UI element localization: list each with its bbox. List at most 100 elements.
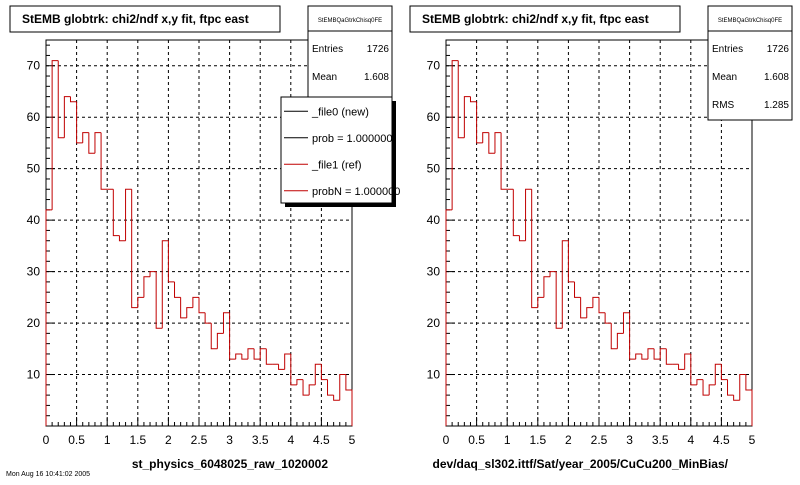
stats-value: 1.608: [364, 72, 389, 83]
histogram-bin: [739, 374, 746, 401]
stats-label: Mean: [312, 72, 337, 83]
x-tick-label: 2.5: [191, 433, 208, 447]
chart-title: StEMB globtrk: chi2/ndf x,y fit, ftpc ea…: [22, 12, 249, 26]
x-tick-label: 1: [104, 433, 111, 447]
histogram-bin: [469, 96, 477, 103]
chart-1: 0 0.5 1 1.5 2 2.5 3 3.5 4 4.5 5 10 20 30 40 50 60 70 StEMB…: [9, 5, 400, 471]
x-tick-label: 4: [287, 433, 294, 447]
chart-2: 0 0.5 1 1.5 2 2.5 3 3.5 4 4.5 5 10 20 30 40 50 60 70 StEMB…: [409, 5, 793, 471]
histogram-bin: [684, 353, 691, 370]
x-tick-label: 4.5: [313, 433, 330, 447]
x-tick-label: 4.5: [713, 433, 730, 447]
histogram-bin: [574, 281, 581, 298]
histogram-bin: [488, 132, 495, 154]
histogram-bin: [345, 374, 353, 426]
histogram-bin: [51, 60, 59, 210]
x-tick-label: 2: [565, 433, 572, 447]
histogram-bin: [308, 384, 316, 396]
stats-value: 1726: [367, 44, 390, 55]
stats-label: RMS: [712, 100, 735, 111]
histogram-bin: [69, 96, 77, 103]
histogram-bin: [149, 271, 157, 277]
histogram-bin: [622, 312, 630, 334]
histogram-bin: [278, 364, 285, 370]
histogram-bin: [210, 323, 218, 350]
histogram-bin: [586, 307, 593, 318]
histogram-bin: [198, 297, 206, 314]
histogram-bin: [235, 353, 242, 360]
x-tick-label: 1.5: [129, 433, 146, 447]
x-tick-label: 2.5: [591, 433, 608, 447]
chart-title: StEMB globtrk: chi2/ndf x,y fit, ftpc ea…: [422, 12, 649, 26]
histogram-bin: [659, 348, 667, 360]
histogram-bin: [653, 348, 661, 360]
histogram-bin: [137, 296, 144, 308]
y-tick-label: 20: [27, 316, 41, 330]
histogram-bin: [155, 271, 163, 329]
histogram-bin: [745, 374, 753, 426]
y-tick-label: 10: [427, 368, 441, 382]
histogram-bin: [531, 189, 538, 309]
histogram-bin: [525, 188, 532, 241]
y-tick-label: 40: [27, 213, 41, 227]
histogram-bin: [94, 132, 102, 154]
histogram-bin: [290, 353, 297, 386]
histogram-bin: [247, 348, 255, 360]
histogram-bin: [567, 240, 575, 283]
histogram-bin: [339, 374, 346, 401]
footer-timestamp: Mon Aug 16 10:41:02 2005: [6, 471, 90, 478]
y-tick-label: 10: [27, 368, 41, 382]
histogram-bin: [333, 395, 340, 401]
histogram-bin: [580, 297, 587, 319]
x-tick-label: 0: [43, 433, 50, 447]
histogram-bin: [690, 353, 697, 386]
histogram-bin: [118, 235, 126, 242]
stats-box: [707, 5, 793, 121]
histogram-bin: [696, 379, 704, 385]
histogram-bin: [555, 271, 563, 329]
histogram-bin: [445, 209, 453, 426]
histogram-bin: [57, 60, 65, 139]
legend-label: probN = 1.000000: [312, 186, 400, 198]
stats-name: StEMBQaGtrkChisq0FE: [318, 18, 382, 24]
histogram-bin: [82, 132, 89, 143]
histogram-bin: [647, 348, 655, 360]
histogram-bin: [265, 348, 273, 365]
histogram-bin: [500, 132, 508, 190]
stats-value: 1.285: [764, 100, 789, 111]
x-tick-label: 3: [226, 433, 233, 447]
histogram-bin: [186, 307, 193, 318]
histogram-bin: [125, 188, 132, 241]
histogram-bin: [592, 296, 599, 308]
histogram-bin: [708, 384, 716, 396]
histogram-bin: [253, 348, 261, 360]
stats-name: StEMBQaGtrkChisq0FE: [718, 18, 782, 24]
histogram-bin: [76, 101, 83, 144]
histogram-bin: [641, 353, 648, 360]
histogram-bin: [216, 332, 224, 349]
histogram-bin: [714, 363, 722, 385]
histogram-bin: [174, 281, 181, 298]
histogram-bin: [727, 379, 734, 396]
x-tick-label: 3: [626, 433, 633, 447]
legend-label: prob = 1.000000: [312, 133, 392, 145]
histogram-bin: [665, 348, 673, 365]
histogram-bin: [314, 363, 322, 385]
histogram-bin: [702, 379, 710, 396]
histogram-bin: [463, 96, 471, 138]
x-tick-label: 1.5: [529, 433, 546, 447]
x-tick-label: 0.5: [468, 433, 485, 447]
legend-label: _file1 (ref): [311, 159, 362, 171]
histogram-bin: [143, 276, 151, 298]
y-tick-label: 70: [27, 59, 41, 73]
legend-label: _file0 (new): [311, 106, 369, 118]
histogram-bin: [100, 132, 108, 190]
x-tick-label: 1: [504, 433, 511, 447]
x-tick-label: 0: [443, 433, 450, 447]
histogram-bin: [604, 312, 612, 324]
x-tick-label: 5: [349, 433, 356, 447]
histogram-bin: [204, 312, 212, 324]
histogram-bin: [241, 353, 248, 360]
histogram-bin: [482, 132, 489, 143]
histogram-bin: [561, 240, 569, 329]
